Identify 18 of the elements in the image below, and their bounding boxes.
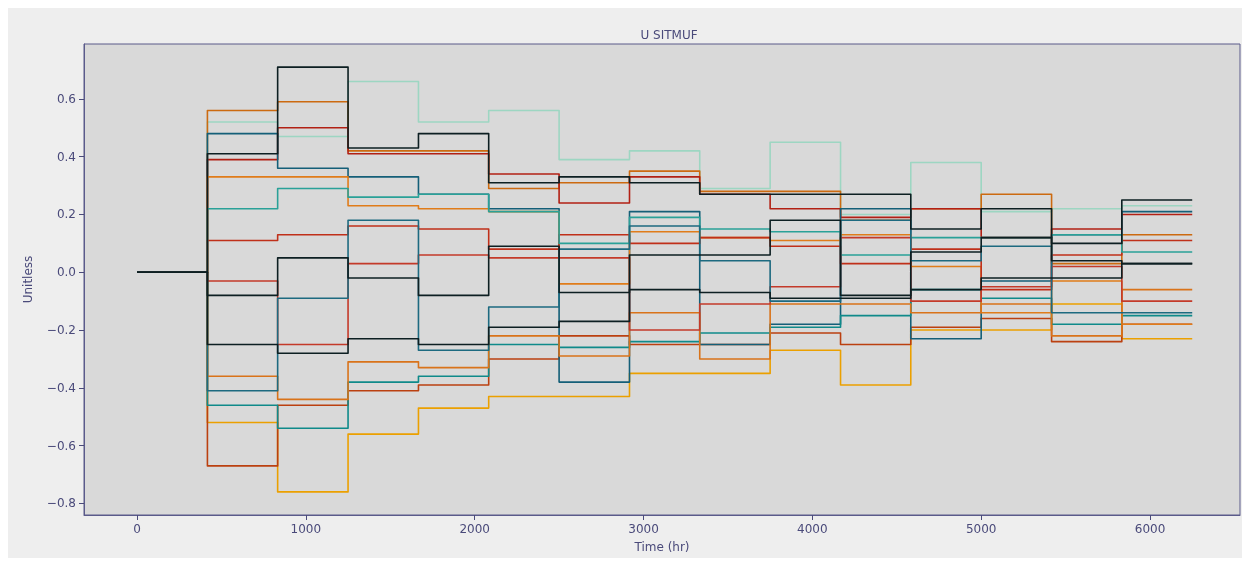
y-tick-label: −0.6 xyxy=(46,438,76,453)
x-tick-label: 1000 xyxy=(290,522,322,536)
y-tick-label: −0.4 xyxy=(46,380,76,395)
y-tick-label: −0.2 xyxy=(46,323,76,338)
y-tick-label: 0.0 xyxy=(56,265,76,280)
x-tick-label: 3000 xyxy=(628,522,659,536)
y-axis-title: Unitless xyxy=(21,255,35,304)
x-tick-label: 6000 xyxy=(1134,522,1166,536)
y-tick-label: 0.2 xyxy=(56,207,76,222)
chart-title: U SITMUF xyxy=(640,28,698,42)
y-tick-label: −0.8 xyxy=(46,496,76,511)
y-tick-label: 0.6 xyxy=(56,91,76,106)
x-tick-label: 5000 xyxy=(965,522,997,536)
x-tick-label: 0 xyxy=(133,522,141,536)
x-tick-label: 4000 xyxy=(797,522,828,536)
x-axis-title: Time (hr) xyxy=(633,540,690,554)
y-tick-label: 0.4 xyxy=(56,149,76,164)
x-tick-label: 2000 xyxy=(459,522,490,536)
